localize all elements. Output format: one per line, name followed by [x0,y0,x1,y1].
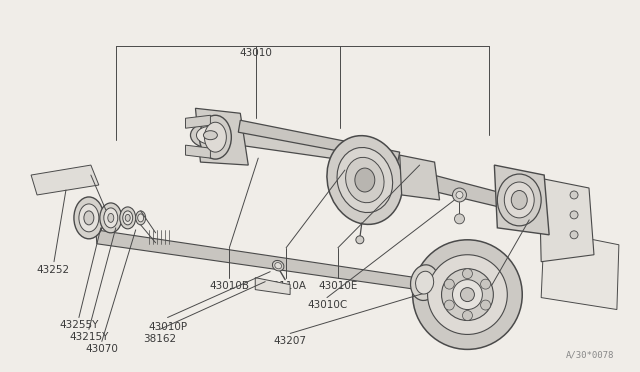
Circle shape [413,240,522,349]
Ellipse shape [497,174,541,226]
Polygon shape [541,230,619,310]
Ellipse shape [200,115,231,159]
Text: 43215Y: 43215Y [69,333,109,343]
Polygon shape [186,145,211,158]
Polygon shape [238,120,400,162]
Text: 40110A: 40110A [266,280,306,291]
Circle shape [481,300,490,310]
Polygon shape [415,170,511,210]
Ellipse shape [123,211,132,225]
Ellipse shape [327,136,403,224]
Ellipse shape [415,271,434,294]
Text: 43010E: 43010E [318,280,358,291]
Circle shape [428,255,508,334]
Ellipse shape [204,131,218,140]
Ellipse shape [273,260,284,271]
Circle shape [463,269,472,279]
Ellipse shape [204,122,227,152]
Ellipse shape [84,211,94,225]
Polygon shape [186,115,211,128]
Text: 43252: 43252 [36,265,70,275]
Ellipse shape [355,168,375,192]
Circle shape [444,279,454,289]
Ellipse shape [120,207,136,229]
Ellipse shape [104,208,118,228]
Circle shape [570,231,578,239]
Polygon shape [255,278,290,295]
Text: 43219: 43219 [470,298,503,308]
Circle shape [452,280,483,310]
Circle shape [481,279,490,289]
Ellipse shape [79,204,99,232]
Text: 43010: 43010 [240,48,273,58]
Text: 43207: 43207 [274,336,307,346]
Ellipse shape [346,157,384,203]
Ellipse shape [511,190,527,209]
Ellipse shape [138,214,143,222]
Ellipse shape [504,182,534,218]
Polygon shape [96,230,431,292]
Ellipse shape [337,147,392,212]
Text: A/30*0078: A/30*0078 [566,350,614,359]
Circle shape [444,300,454,310]
Circle shape [442,269,493,321]
Text: 43070: 43070 [85,344,118,355]
Polygon shape [218,128,400,168]
Circle shape [570,211,578,219]
Ellipse shape [191,122,230,148]
Circle shape [356,236,364,244]
Text: 43255Y: 43255Y [60,320,99,330]
Text: 43010P: 43010P [148,323,187,333]
Text: 43010B: 43010B [209,280,250,291]
Ellipse shape [136,211,146,225]
Polygon shape [195,108,248,165]
Ellipse shape [410,265,438,301]
Circle shape [460,288,474,302]
Text: 43010C: 43010C [308,299,348,310]
Polygon shape [494,165,549,235]
Text: 38162: 38162 [143,334,176,344]
Circle shape [452,188,467,202]
Circle shape [463,311,472,321]
Ellipse shape [100,203,122,233]
Ellipse shape [196,126,225,144]
Ellipse shape [74,197,104,239]
Circle shape [454,214,465,224]
Circle shape [570,191,578,199]
Ellipse shape [275,263,282,269]
Polygon shape [400,155,440,200]
Circle shape [456,192,463,198]
Polygon shape [31,165,99,195]
Ellipse shape [108,214,114,222]
Polygon shape [539,178,594,262]
Ellipse shape [125,214,130,221]
